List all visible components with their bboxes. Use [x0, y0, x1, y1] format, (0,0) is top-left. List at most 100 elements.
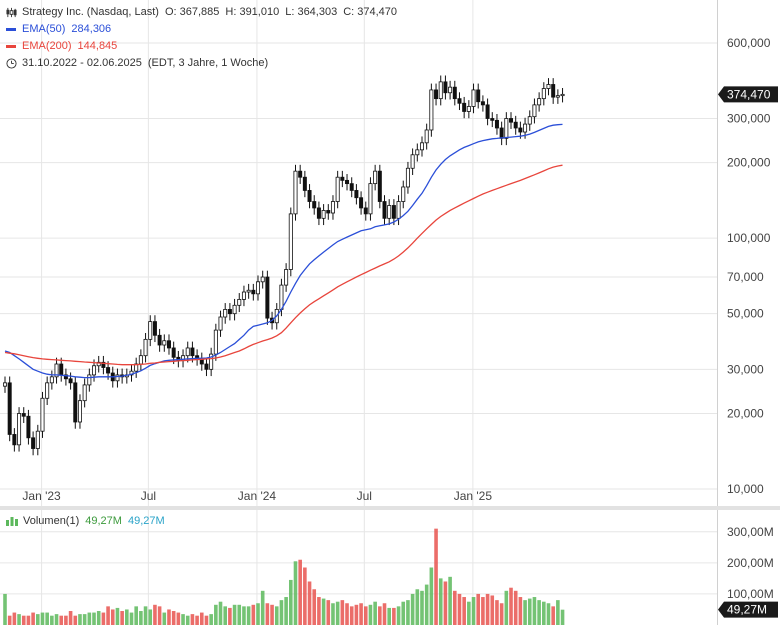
- candle-body: [251, 289, 256, 295]
- candle-body: [152, 321, 157, 336]
- candle-body: [204, 363, 209, 370]
- candle-body: [209, 353, 214, 370]
- volume-bar: [373, 601, 377, 625]
- ema200-value: 144,845: [77, 40, 118, 52]
- volume-bar: [237, 604, 242, 625]
- volume-bar: [551, 606, 555, 625]
- price-y-tick-label: 70,000: [727, 270, 764, 284]
- candle-body: [17, 413, 22, 446]
- volume-bar: [12, 612, 17, 625]
- volume-y-tick-label: 300,00M: [727, 525, 774, 539]
- volume-bar: [228, 607, 232, 625]
- volume-bar: [312, 589, 317, 625]
- volume-bar: [434, 528, 438, 625]
- volume-bar: [171, 611, 176, 625]
- volume-bar: [40, 612, 45, 625]
- volume-bar: [106, 606, 110, 625]
- candle-body: [12, 434, 17, 446]
- volume-bar: [157, 606, 162, 625]
- volume-bar: [401, 601, 406, 625]
- volume-bar: [274, 606, 279, 625]
- legend-range: 31.10.2022 - 02.06.2025: [22, 57, 142, 69]
- candle-body: [279, 284, 284, 310]
- candle-body: [429, 89, 434, 131]
- volume-bar: [335, 601, 340, 625]
- volume-bar: [359, 603, 363, 625]
- price-y-tick-label: 30,000: [727, 362, 764, 376]
- volume-bar: [270, 604, 274, 625]
- volume-bar: [340, 600, 345, 625]
- volume-bar: [162, 612, 167, 625]
- volume-bar: [537, 600, 541, 625]
- volume-bar: [50, 615, 54, 625]
- ema200-label: EMA(200): [22, 40, 72, 52]
- volume-bar: [293, 561, 298, 625]
- volume-bar: [396, 606, 401, 625]
- volume-bar: [527, 598, 532, 625]
- candle-body: [171, 347, 176, 358]
- candle-body: [35, 430, 40, 449]
- candle-body: [354, 190, 359, 199]
- candle-body: [54, 363, 59, 378]
- ema50-swatch: [6, 28, 16, 31]
- volume-bar: [481, 597, 485, 625]
- candle-body: [49, 376, 54, 384]
- volume-bar: [190, 614, 195, 625]
- volume-bar: [3, 593, 7, 625]
- candle-body: [551, 84, 556, 98]
- candle-body: [476, 89, 481, 103]
- candle-body: [541, 88, 546, 100]
- price-y-tick-label: 200,000: [727, 156, 771, 170]
- volume-value-2: 49,27M: [127, 515, 165, 527]
- volume-bar: [284, 597, 288, 625]
- candle-body: [106, 367, 111, 374]
- volume-bar: [279, 600, 284, 625]
- volume-bar: [518, 597, 523, 625]
- candle-body: [68, 378, 73, 384]
- x-tick-label: Jul: [141, 489, 156, 503]
- legend-title-row: Strategy Inc. (Nasdaq, Last) O: 367,885 …: [6, 4, 403, 21]
- price-axis-border: [717, 0, 718, 506]
- volume-bar: [139, 611, 143, 625]
- volume-bar: [101, 612, 106, 625]
- candle-body: [185, 347, 190, 357]
- candle-body: [63, 374, 68, 380]
- candle-body: [335, 176, 340, 202]
- candle-body: [312, 201, 317, 209]
- clock-icon: [6, 58, 17, 69]
- legend-ema50-row[interactable]: EMA(50) 284,306: [6, 21, 403, 38]
- volume-bar: [251, 604, 256, 625]
- candle-body: [26, 415, 31, 439]
- volume-bar: [420, 590, 424, 625]
- volume-bar: [17, 614, 21, 625]
- candle-body: [419, 142, 424, 151]
- volume-y-tick-label: 100,00M: [727, 587, 774, 601]
- candle-body: [518, 127, 523, 133]
- candle-body: [349, 183, 354, 191]
- candle-body: [523, 123, 528, 133]
- price-y-tick-label: 300,000: [727, 112, 771, 126]
- volume-bar: [265, 603, 270, 625]
- volume-bar: [438, 578, 443, 625]
- volume-bar: [476, 593, 481, 625]
- volume-bar: [167, 609, 171, 625]
- volume-bar: [546, 603, 551, 625]
- candle-body: [373, 170, 378, 185]
- volume-bar: [242, 606, 246, 625]
- volume-bar: [448, 576, 452, 625]
- volume-bars-icon: [6, 517, 18, 526]
- ema50-label: EMA(50): [22, 23, 66, 35]
- candle-body: [143, 338, 148, 357]
- volume-bar: [21, 615, 26, 625]
- volume-bar: [504, 590, 509, 625]
- candle-body: [485, 104, 490, 119]
- volume-bar: [490, 595, 495, 625]
- candle-body: [359, 197, 364, 209]
- candle-body: [157, 334, 162, 346]
- volume-bar: [134, 606, 138, 625]
- legend-ema200-row[interactable]: EMA(200) 144,845: [6, 38, 403, 55]
- volume-bar: [289, 579, 293, 625]
